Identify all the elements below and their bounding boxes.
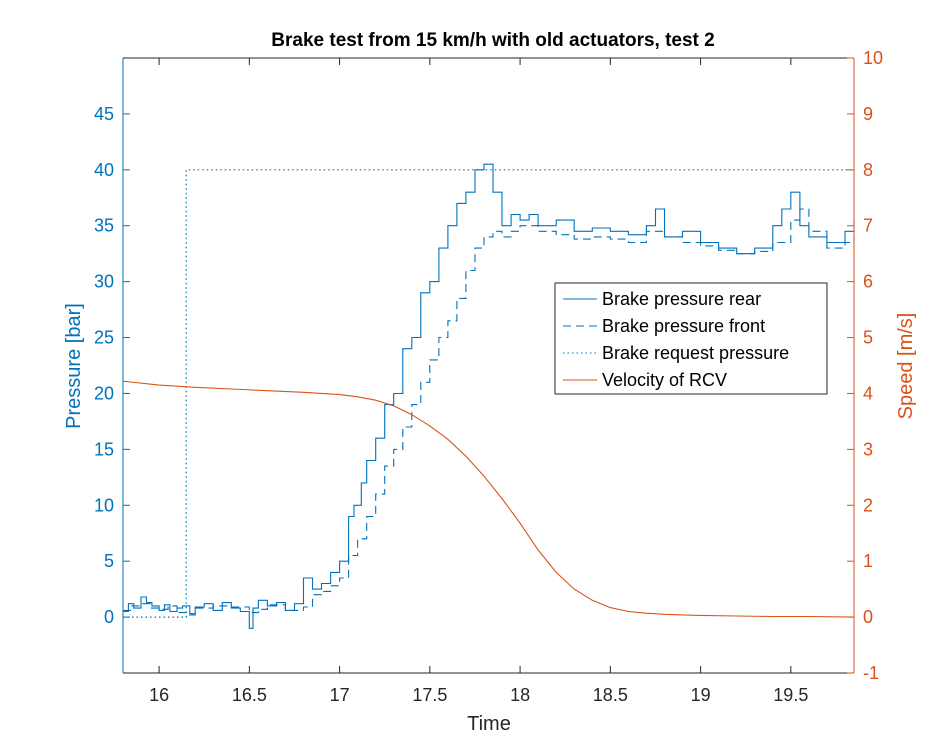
y-right-tick-label: -1 [863, 663, 879, 683]
y-right-tick-label: 6 [863, 272, 873, 292]
series-layer [122, 163, 855, 629]
y-left-tick-label: 35 [94, 216, 114, 236]
x-tick-label: 19.5 [773, 685, 808, 705]
y-left-tick-label: 40 [94, 160, 114, 180]
y-left-tick-label: 0 [104, 607, 114, 627]
y-left-tick-label: 25 [94, 328, 114, 348]
y-right-tick-label: 1 [863, 551, 873, 571]
y-left-tick-label: 30 [94, 272, 114, 292]
chart-title: Brake test from 15 km/h with old actuato… [271, 30, 714, 51]
series-line-0 [123, 163, 855, 629]
y-right-tick-label: 2 [863, 495, 873, 515]
y-right-tick-label: 10 [863, 48, 883, 68]
x-tick-label: 17.5 [412, 685, 447, 705]
y-left-tick-label: 15 [94, 439, 114, 459]
y-right-tick-label: 0 [863, 607, 873, 627]
legend: Brake pressure rear Brake pressure front B… [554, 282, 828, 395]
x-tick-label: 16 [149, 685, 169, 705]
y-left-tick-label: 5 [104, 551, 114, 571]
y-right-tick-label: 9 [863, 104, 873, 124]
x-tick-label: 17 [330, 685, 350, 705]
y-axis-left-label: Pressure [bar] [63, 303, 85, 429]
y-left-tick-label: 10 [94, 495, 114, 515]
legend-label-1: Brake pressure front [602, 316, 765, 336]
series-line-1 [123, 208, 855, 616]
y-right-tick-label: 7 [863, 216, 873, 236]
x-tick-label: 18.5 [593, 685, 628, 705]
series-line-2 [123, 169, 854, 618]
x-tick-label: 16.5 [232, 685, 267, 705]
y-right-tick-label: 5 [863, 328, 873, 348]
legend-box [554, 282, 828, 395]
axes-layer: 16 16.5 17 17.5 18 18.5 19 19.50510152025303540… [94, 48, 883, 705]
series-line-3 [122, 380, 855, 618]
legend-label-2: Brake request pressure [602, 343, 789, 363]
y-right-tick-label: 8 [863, 160, 873, 180]
y-right-tick-label: 3 [863, 439, 873, 459]
legend-label-0: Brake pressure rear [602, 289, 761, 309]
x-axis-label: Time [467, 713, 511, 735]
y-left-tick-label: 20 [94, 383, 114, 403]
legend-label-3: Velocity of RCV [602, 370, 727, 390]
y-axis-right-label: Speed [m/s] [895, 313, 917, 420]
y-left-tick-label: 45 [94, 104, 114, 124]
y-right-tick-label: 4 [863, 383, 873, 403]
x-tick-label: 19 [691, 685, 711, 705]
x-tick-label: 18 [510, 685, 530, 705]
